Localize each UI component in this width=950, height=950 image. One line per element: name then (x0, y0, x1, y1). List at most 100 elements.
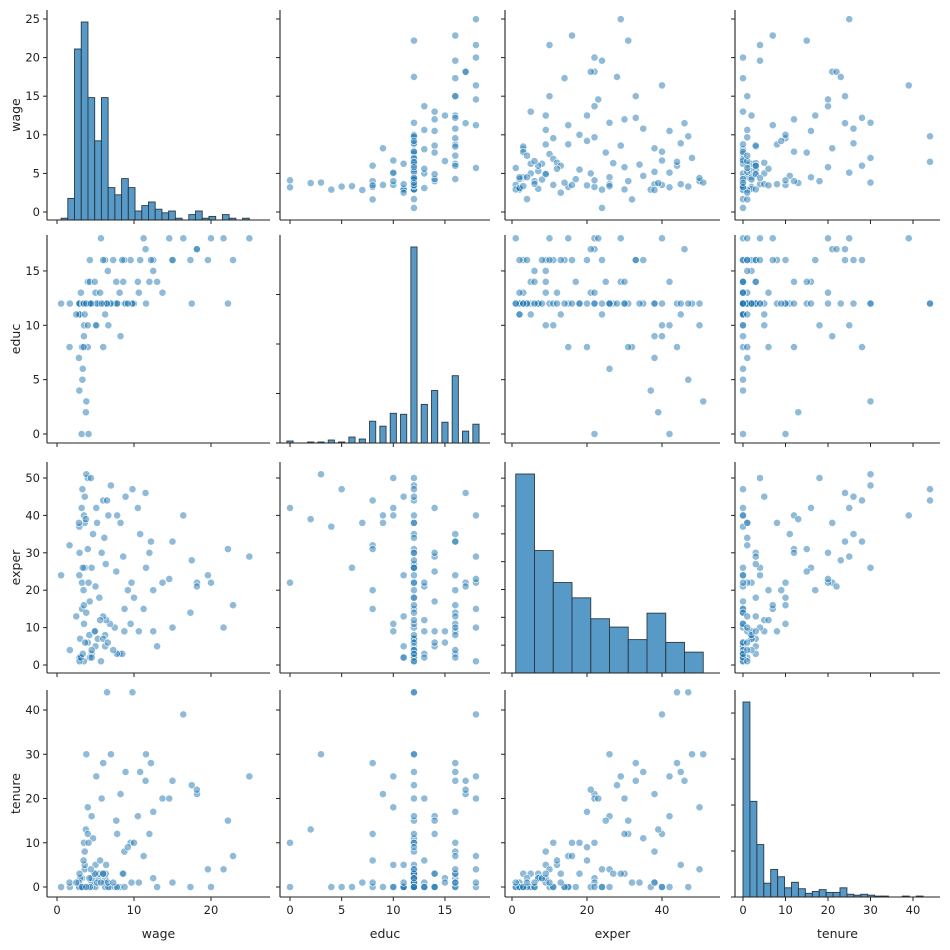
scatter-point (866, 299, 875, 308)
scatter-point (549, 134, 558, 143)
scatter-point (751, 627, 760, 636)
scatter-point (286, 883, 294, 891)
scatter-point (430, 638, 439, 647)
histogram-bar (358, 438, 366, 444)
scatter-point (684, 883, 693, 891)
scatter-point (430, 816, 439, 825)
y-tick-label: 5 (33, 373, 40, 387)
scatter-point (665, 168, 674, 177)
histogram-bar (627, 639, 648, 674)
scatter-point (389, 627, 398, 636)
scatter-point (866, 481, 875, 490)
scatter-point (751, 552, 760, 561)
scatter-point (858, 496, 866, 505)
scatter-point (743, 623, 752, 632)
scatter-point (92, 772, 101, 781)
scatter-point (747, 299, 756, 308)
scatter-point (777, 586, 786, 595)
scatter-point (410, 794, 418, 803)
scatter-point (204, 256, 212, 264)
histogram-bar (369, 420, 377, 444)
scatter-point (807, 504, 815, 512)
panel-exper-vs-wage: 0 10 20 30 40 50 (25, 462, 270, 677)
scatter-point (590, 838, 599, 847)
scatter-point (575, 165, 584, 174)
scatter-point (785, 530, 794, 538)
scatter-point (743, 354, 752, 362)
scatter-point (57, 571, 65, 580)
scatter-point (616, 869, 625, 878)
scatter-point (564, 343, 573, 351)
scatter-point (115, 288, 124, 297)
scatter-point (101, 560, 110, 568)
scatter-point (451, 31, 460, 40)
scatter-point (601, 148, 610, 157)
scatter-point (100, 533, 109, 542)
scatter-point (802, 277, 811, 286)
scatter-point (743, 646, 752, 654)
scatter-point (420, 164, 429, 173)
scatter-point (410, 73, 418, 81)
scatter-point (781, 601, 790, 610)
scatter-point (743, 164, 752, 172)
scatter-point (133, 504, 142, 512)
scatter-point (549, 838, 558, 847)
scatter-point (410, 688, 418, 697)
panel-educ-vs-exper (501, 234, 720, 447)
scatter-point (86, 474, 95, 482)
scatter-point (130, 593, 138, 602)
scatter-point (420, 627, 429, 636)
scatter-point (598, 56, 606, 65)
scatter-point (348, 563, 356, 572)
scatter-point (605, 173, 614, 182)
scatter-point (695, 174, 704, 182)
scatter-point (756, 299, 764, 308)
scatter-point (410, 556, 418, 565)
scatter-point (451, 776, 460, 785)
scatter-point (553, 856, 561, 865)
scatter-point (149, 874, 158, 883)
scatter-point (245, 772, 254, 781)
scatter-point (420, 856, 429, 865)
scatter-point (781, 578, 790, 587)
scatter-point (410, 768, 418, 776)
scatter-point (841, 92, 849, 101)
scatter-point (676, 180, 685, 189)
scatter-point (410, 865, 418, 874)
scatter-point (568, 256, 576, 264)
histogram-bar (791, 881, 799, 898)
scatter-point (80, 619, 88, 628)
scatter-point (575, 130, 584, 139)
scatter-point (620, 299, 629, 308)
scatter-point (410, 563, 418, 572)
scatter-point (245, 234, 254, 243)
scatter-point (598, 204, 606, 212)
y-tick-label: 10 (25, 128, 40, 142)
y-tick-label: 20 (25, 792, 40, 806)
scatter-point (926, 496, 934, 505)
scatter-point (768, 31, 777, 40)
scatter-point (224, 299, 232, 308)
scatter-point (168, 776, 177, 785)
scatter-point (665, 277, 674, 286)
scatter-point (751, 185, 760, 194)
scatter-point (368, 759, 377, 767)
scatter-point (650, 790, 659, 798)
scatter-point (760, 158, 769, 167)
scatter-point (451, 537, 460, 546)
scatter-point (739, 288, 747, 297)
scatter-point (410, 163, 418, 172)
histogram-bar (148, 201, 156, 221)
scatter-point (832, 67, 841, 76)
scatter-point (598, 883, 606, 891)
scatter-point (549, 321, 558, 330)
scatter-point (186, 608, 195, 617)
scatter-point (430, 597, 439, 606)
scatter-point (472, 605, 480, 613)
scatter-point (790, 277, 798, 286)
scatter-point (229, 601, 237, 610)
scatter-point (207, 883, 215, 891)
histogram-bar (420, 403, 428, 444)
scatter-point (430, 148, 439, 157)
scatter-point (777, 299, 786, 308)
